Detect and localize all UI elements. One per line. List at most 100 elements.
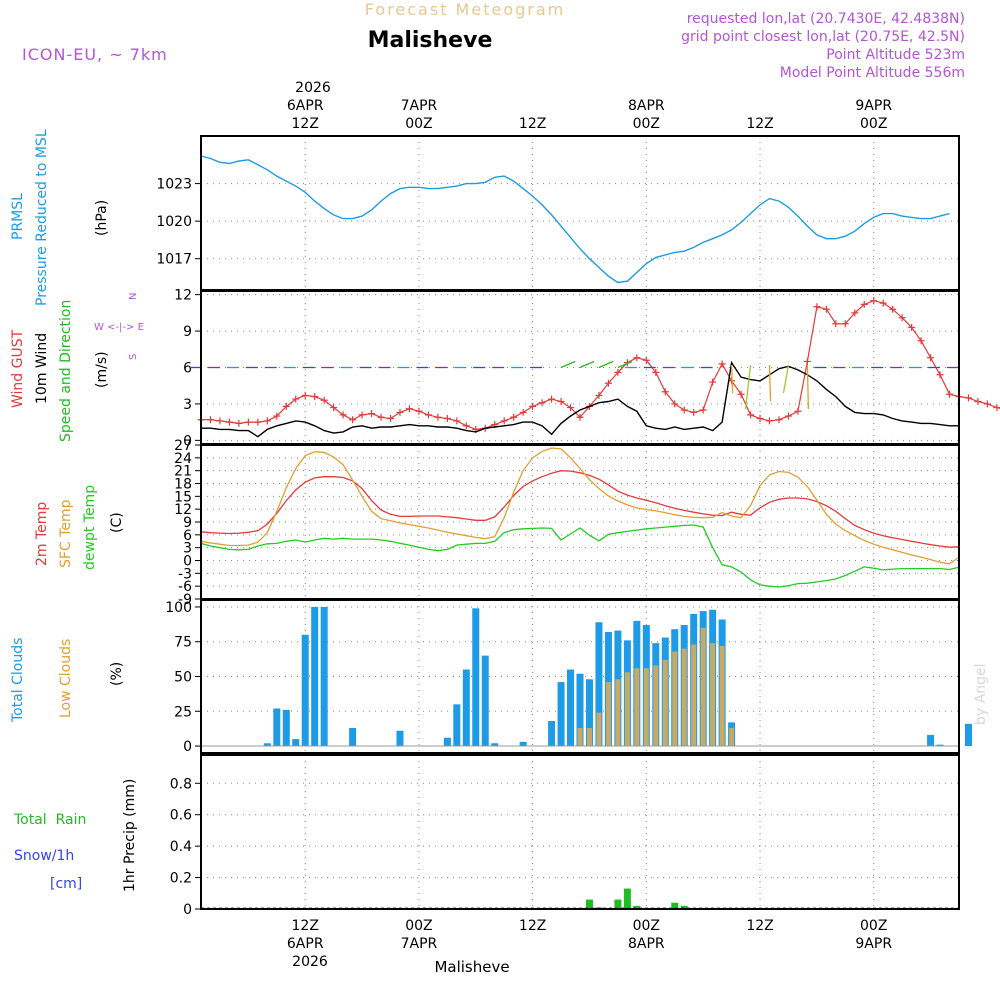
- compass-s: S: [128, 354, 139, 360]
- low-cloud-bar: [624, 672, 630, 747]
- gust-marker: [557, 398, 565, 405]
- panel-frame: [200, 135, 960, 291]
- rain-bar: [680, 905, 688, 909]
- product-title: Forecast Meteogram: [365, 0, 565, 19]
- temp-sfc-line: [200, 447, 960, 565]
- label-10m-wind: 10m Wind: [34, 333, 50, 404]
- gust-marker: [301, 391, 309, 399]
- plot-layer: 101710201023036912-9-6-30369121518212427…: [156, 98, 1000, 952]
- wind-direction-arrow: [579, 360, 595, 369]
- y-tick-label: 12: [174, 502, 192, 518]
- y-tick-label: 12: [174, 288, 192, 304]
- gust-marker: [879, 299, 887, 307]
- label-cm: [cm]: [50, 876, 82, 892]
- gust-marker: [358, 411, 366, 419]
- low-cloud-bar: [643, 668, 649, 747]
- gust-marker: [841, 320, 849, 328]
- label-ms: (m/s): [94, 351, 110, 388]
- gust-marker: [974, 398, 982, 405]
- pressure-labels: PRMSL Pressure Reduced to MSL (hPa): [10, 129, 110, 306]
- low-cloud-bar: [586, 727, 592, 747]
- total-cloud-bar: [567, 669, 575, 747]
- bottom-year-label: 2026: [292, 954, 328, 970]
- total-cloud-bar: [292, 739, 300, 747]
- gust-marker: [699, 406, 707, 414]
- dewpt-line: [200, 524, 960, 588]
- label-hpa: (hPa): [94, 200, 110, 236]
- gust-marker: [870, 297, 878, 305]
- total-cloud-bar: [311, 606, 319, 747]
- wind-direction-arrow: [730, 365, 734, 394]
- gust-marker: [756, 415, 764, 422]
- y-tick-label: 25: [174, 704, 192, 720]
- label-celsius: (C): [109, 512, 125, 533]
- low-cloud-bar: [700, 627, 706, 747]
- y-tick-label: 18: [174, 477, 192, 493]
- top-date-label: 8APR: [628, 98, 665, 114]
- gust-marker: [529, 402, 537, 410]
- wind-labels: Wind GUST 10m Wind Speed and Direction (…: [10, 293, 144, 442]
- y-tick-label: 1023: [156, 177, 192, 193]
- y-tick-label: -3: [178, 566, 192, 582]
- gust-marker: [339, 411, 347, 419]
- label-pressure-msl: Pressure Reduced to MSL: [34, 129, 50, 306]
- model-label: ICON-EU, ~ 7km: [22, 45, 168, 64]
- y-tick-label: -6: [178, 579, 192, 595]
- cloud-labels: Total Clouds Low Clouds (%): [10, 638, 125, 723]
- y-tick-label: 21: [174, 464, 192, 480]
- gust-marker: [320, 396, 328, 404]
- rain-bar: [623, 888, 631, 909]
- low-cloud-bar: [596, 712, 602, 747]
- top-time-label: 12Z: [519, 116, 546, 132]
- gust-marker: [311, 393, 319, 401]
- y-tick-label: 0.6: [170, 808, 192, 824]
- bottom-date-label: 8APR: [628, 936, 665, 952]
- label-total-clouds: Total Clouds: [10, 638, 26, 723]
- y-tick-label: 0: [183, 902, 192, 918]
- rain-bar: [633, 905, 641, 909]
- gust-marker: [349, 416, 357, 424]
- low-cloud-bar: [634, 668, 640, 747]
- compass-we: W <-|-> E: [94, 322, 144, 333]
- gust-marker: [822, 305, 830, 313]
- bottom-date-label: 7APR: [401, 936, 438, 952]
- precip-labels: Total Rain Snow/1h [cm] 1hr Precip (mm): [13, 779, 138, 892]
- y-tick-label: 0: [183, 433, 192, 449]
- gust-marker: [282, 402, 290, 410]
- location-title: Malisheve: [368, 28, 493, 53]
- gust-marker: [368, 410, 376, 418]
- total-cloud-bar: [519, 741, 527, 747]
- gust-marker: [387, 415, 394, 422]
- gust-marker: [292, 395, 300, 403]
- requested-coords: requested lon,lat (20.7430E, 42.4838N): [687, 11, 965, 27]
- bottom-date-label: 6APR: [287, 936, 324, 952]
- label-dewpt-temp: dewpt Temp: [82, 485, 98, 570]
- total-cloud-bar: [548, 721, 556, 747]
- y-tick-label: -9: [178, 592, 192, 608]
- total-cloud-bar: [472, 608, 480, 747]
- y-tick-label: 15: [174, 489, 192, 505]
- wind-direction-arrow: [768, 365, 772, 402]
- grid-coords: grid point closest lon,lat (20.75E, 42.5…: [681, 29, 965, 45]
- gust-marker: [813, 303, 821, 311]
- gust-marker: [775, 416, 783, 424]
- gust-marker: [405, 405, 413, 413]
- gust-marker: [927, 354, 935, 362]
- gust-marker: [434, 413, 442, 421]
- y-tick-label: 0.2: [170, 871, 192, 887]
- gust-marker: [889, 305, 897, 313]
- gust-marker: [671, 400, 679, 408]
- low-cloud-bar: [681, 648, 687, 747]
- gust-marker: [993, 404, 1000, 412]
- panel-frame: [200, 754, 960, 910]
- gust-marker: [652, 368, 660, 376]
- gust-marker: [851, 309, 859, 317]
- gust-marker: [766, 417, 773, 425]
- gust-marker: [576, 413, 584, 421]
- low-cloud-bar: [653, 665, 659, 747]
- low-cloud-bar: [672, 651, 678, 747]
- wind-direction-arrow: [782, 364, 790, 394]
- y-tick-label: 100: [165, 600, 192, 616]
- wind-direction-arrow: [806, 365, 810, 410]
- point-altitude: Point Altitude 523m: [826, 47, 965, 63]
